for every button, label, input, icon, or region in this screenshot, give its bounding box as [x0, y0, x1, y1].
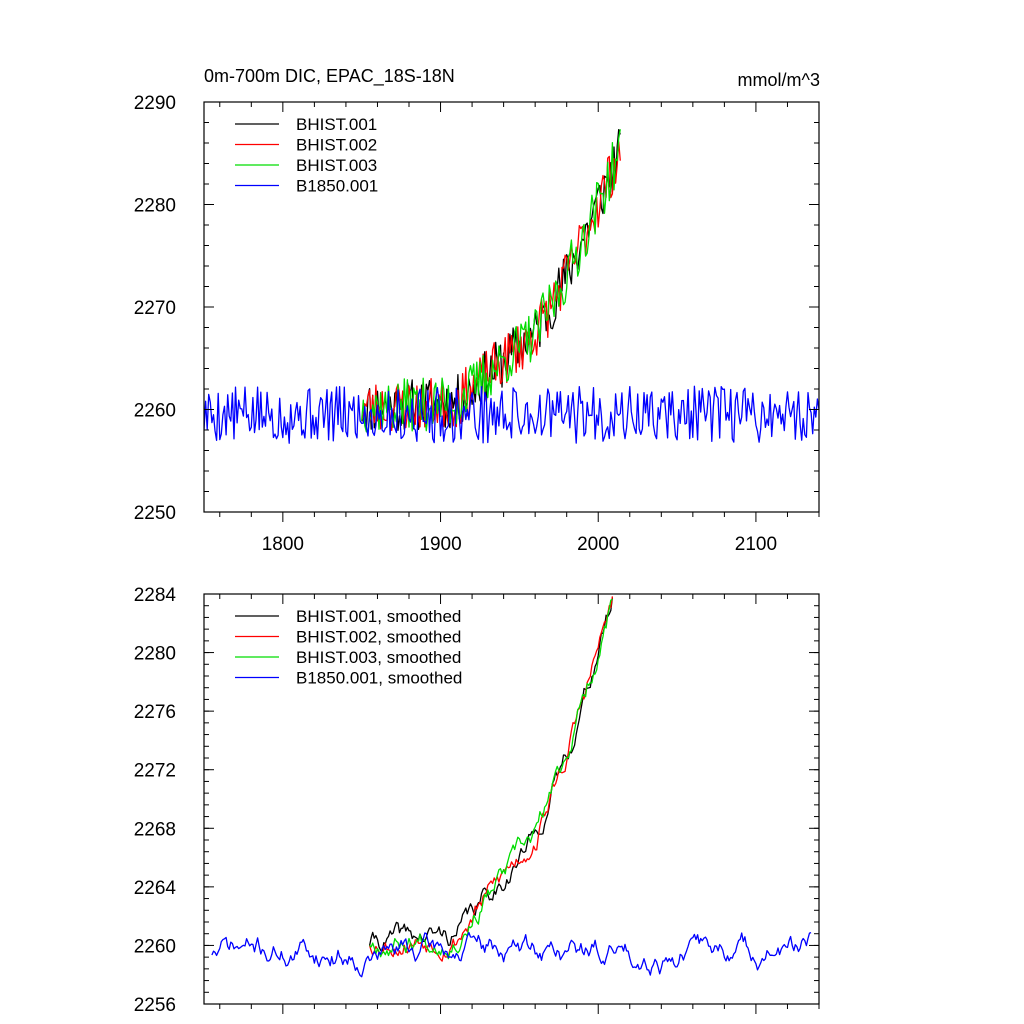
legend-label: B1850.001 — [296, 177, 378, 196]
y-tick-label: 2284 — [134, 585, 177, 606]
y-tick-label: 2272 — [134, 761, 176, 782]
legend-label: BHIST.001, smoothed — [296, 607, 461, 626]
bottom-panel: 2256 2260 2264 2268 2272 2276 2280 2284 BHIST.0… — [134, 585, 820, 1016]
legend-label: BHIST.001 — [296, 115, 377, 134]
series-line-2 — [368, 596, 614, 962]
y-tick-label: 2280 — [134, 644, 176, 665]
series-line-3 — [369, 598, 613, 960]
x-tick-label: 1800 — [262, 534, 304, 555]
chart-title: 0m-700m DIC, EPAC_18S-18N — [204, 66, 455, 87]
series-line-1 — [368, 597, 614, 952]
y-tick-label: 2250 — [134, 503, 176, 524]
y-tick-label: 2290 — [134, 93, 176, 114]
y-tick-label: 2260 — [134, 936, 176, 957]
series-line-4 — [204, 385, 819, 444]
x-tick-label: 2000 — [577, 534, 619, 555]
y-tick-label: 2268 — [134, 819, 176, 840]
top-panel: 0m-700m DIC, EPAC_18S-18N mmol/m^3 2250 2… — [134, 66, 820, 555]
x-tick-label: 2100 — [735, 534, 777, 555]
legend-label: BHIST.003, smoothed — [296, 648, 461, 667]
x-tick-label: 1900 — [419, 534, 461, 555]
units-label: mmol/m^3 — [738, 70, 820, 90]
legend-label: BHIST.002 — [296, 136, 377, 155]
y-tick-label: 2276 — [134, 702, 176, 723]
legend-label: BHIST.003 — [296, 156, 377, 175]
series-line-4 — [211, 931, 812, 978]
legend-label: B1850.001, smoothed — [296, 669, 462, 688]
y-tick-label: 2280 — [134, 196, 176, 217]
y-tick-label: 2264 — [134, 878, 177, 899]
series-line-3 — [361, 129, 621, 433]
y-tick-label: 2260 — [134, 401, 176, 422]
y-tick-label: 2256 — [134, 995, 176, 1016]
y-tick-label: 2270 — [134, 298, 176, 319]
plot-frame — [203, 593, 820, 1005]
legend-label: BHIST.002, smoothed — [296, 628, 461, 647]
